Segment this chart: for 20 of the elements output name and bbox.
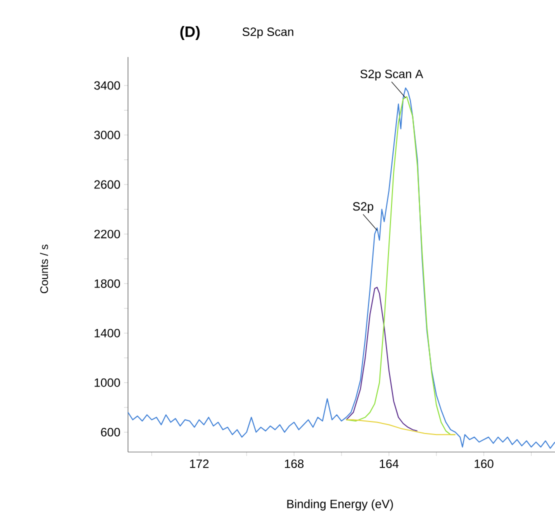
y-tick-label: 2600 <box>94 180 120 189</box>
y-tick-label: 2200 <box>94 230 120 238</box>
line-series <box>346 286 418 432</box>
y-tick-label: 1000 <box>94 378 120 387</box>
x-tick-label: 168 <box>284 460 304 468</box>
annotation: S2p Scan A <box>360 70 424 81</box>
y-axis-title: Counts / s <box>40 244 48 294</box>
y-tick-label: 3000 <box>94 130 120 140</box>
x-axis-title: Binding Energy (eV) <box>287 499 393 511</box>
x-tick-label: 172 <box>190 460 209 468</box>
y-tick-label: 3400 <box>94 81 120 90</box>
y-tick-label: 1400 <box>94 328 120 338</box>
line-series <box>128 87 555 449</box>
chart-title: S2p Scan <box>242 28 294 38</box>
x-tick-label: 160 <box>474 460 494 468</box>
y-tick-label: 600 <box>101 428 120 436</box>
text: (D) <box>180 26 200 40</box>
y-tick-label: 1800 <box>94 279 120 288</box>
x-tick-label: 164 <box>380 460 399 468</box>
annotation: S2p <box>352 202 374 214</box>
